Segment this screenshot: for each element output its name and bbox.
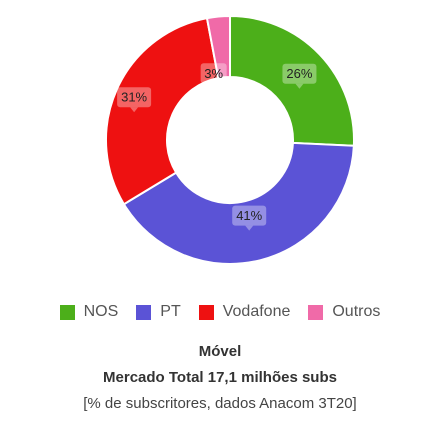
chart-title: Móvel xyxy=(198,343,242,360)
slice-pt[interactable] xyxy=(122,141,355,265)
svg-text:31%: 31% xyxy=(121,90,147,105)
svg-text:26%: 26% xyxy=(286,66,312,81)
slice-nos[interactable] xyxy=(229,14,355,147)
slice-outros[interactable] xyxy=(205,14,231,80)
legend-label-outros: Outros xyxy=(332,303,381,320)
chart-note: [% de subscritores, dados Anacom 3T20] xyxy=(83,395,357,412)
legend-item-nos[interactable]: NOS xyxy=(59,303,119,321)
legend-label-nos: NOS xyxy=(83,303,119,320)
legend-label-pt: PT xyxy=(160,303,181,320)
data-label-outros: 3% xyxy=(200,63,227,89)
legend-item-outros[interactable]: Outros xyxy=(308,303,380,321)
slice-vodafone[interactable] xyxy=(105,16,220,206)
legend-swatch-vodafone xyxy=(198,304,214,320)
data-label-pt: 41% xyxy=(232,205,267,231)
legend-item-vodafone[interactable]: Vodafone xyxy=(198,303,291,321)
legend-swatch-outros xyxy=(308,304,324,320)
legend-label-vodafone: Vodafone xyxy=(222,303,291,320)
legend-swatch-nos xyxy=(59,304,75,320)
donut-chart: 26% 41% 31% 3% xyxy=(105,14,355,265)
legend-item-pt[interactable]: PT xyxy=(136,303,181,321)
svg-text:41%: 41% xyxy=(236,208,262,223)
svg-text:3%: 3% xyxy=(204,66,223,81)
legend-swatch-pt xyxy=(136,304,152,320)
chart-subtitle: Mercado Total 17,1 milhões subs xyxy=(103,369,337,386)
data-label-vodafone: 31% xyxy=(117,87,152,113)
data-label-nos: 26% xyxy=(282,63,317,89)
legend: NOS PT Vodafone Outros xyxy=(0,303,440,321)
